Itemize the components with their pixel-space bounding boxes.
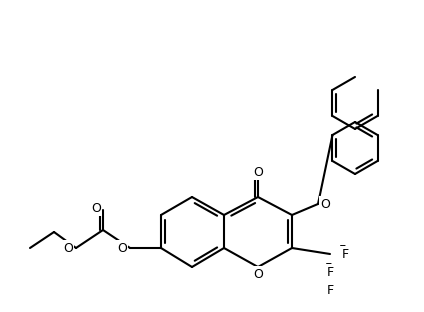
Text: F: F <box>326 266 334 279</box>
Text: O: O <box>91 202 101 215</box>
Text: O: O <box>117 241 127 255</box>
Text: F: F <box>326 284 334 296</box>
Text: O: O <box>253 267 263 280</box>
Text: O: O <box>63 241 73 255</box>
Text: F: F <box>341 247 349 261</box>
Text: F: F <box>324 261 332 275</box>
Text: O: O <box>253 165 263 178</box>
Text: F: F <box>338 243 346 256</box>
Text: O: O <box>320 197 330 211</box>
